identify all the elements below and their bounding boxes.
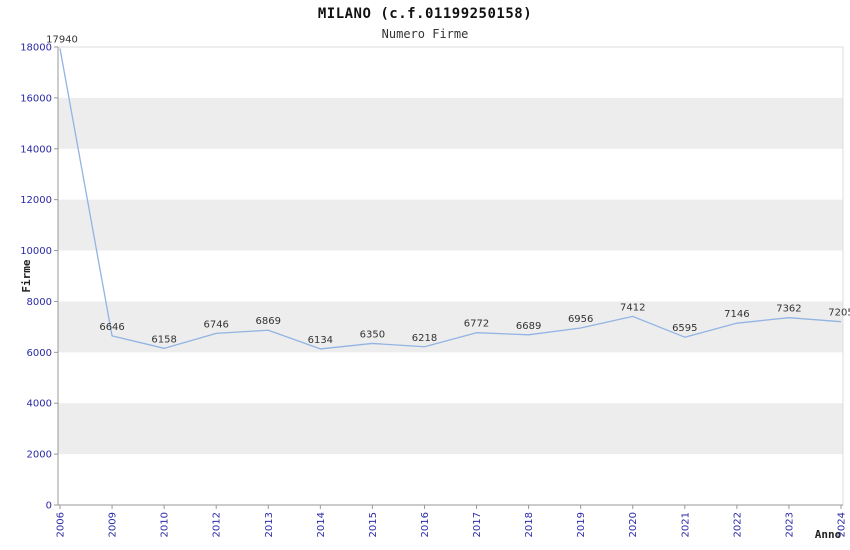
- data-label: 6134: [308, 335, 333, 346]
- x-tick-label: 2022: [732, 512, 743, 537]
- y-tick-label: 10000: [20, 246, 52, 257]
- chart-title: MILANO (c.f.01199250158): [317, 6, 533, 22]
- y-tick-label: 16000: [20, 93, 52, 104]
- data-label: 6689: [516, 321, 541, 332]
- data-label: 6772: [464, 319, 489, 330]
- data-label: 17940: [46, 35, 78, 46]
- x-tick-label: 2024: [837, 512, 848, 537]
- x-tick-label: 2023: [784, 512, 795, 537]
- x-tick-label: 2014: [316, 512, 327, 537]
- x-tick-label: 2012: [212, 512, 223, 537]
- y-tick-label: 4000: [27, 399, 52, 410]
- x-tick-label: 2015: [368, 512, 379, 537]
- y-tick-label: 2000: [27, 450, 52, 461]
- x-tick-label: 2020: [628, 512, 639, 537]
- y-tick-label: 8000: [27, 297, 52, 308]
- y-axis-title: Firme: [20, 259, 33, 292]
- grid-band: [58, 97, 843, 149]
- x-tick-label: 2019: [576, 512, 587, 537]
- data-label: 6158: [151, 334, 176, 345]
- y-tick-label: 12000: [20, 195, 52, 206]
- x-tick-label: 2016: [420, 512, 431, 537]
- data-label: 7362: [776, 304, 801, 315]
- x-tick-label: 2009: [108, 512, 119, 537]
- grid-band: [58, 403, 843, 455]
- data-label: 7205: [828, 308, 850, 319]
- chart-subtitle: Numero Firme: [381, 27, 469, 41]
- data-label: 7146: [724, 309, 749, 320]
- data-label: 6646: [99, 322, 124, 333]
- data-label: 7412: [620, 302, 645, 313]
- x-axis-title: Anno: [815, 528, 842, 541]
- y-tick-label: 0: [46, 501, 52, 512]
- series-line: [59, 48, 842, 350]
- data-label: 6595: [672, 323, 697, 334]
- y-tick-label: 18000: [20, 43, 52, 54]
- data-label: 6350: [360, 329, 385, 340]
- grid-band: [58, 199, 843, 251]
- x-tick-label: 2013: [264, 512, 275, 537]
- x-tick-label: 2010: [160, 512, 171, 537]
- data-label: 6956: [568, 314, 593, 325]
- x-tick-label: 2017: [472, 512, 483, 537]
- data-label: 6869: [256, 316, 281, 327]
- data-label: 6746: [203, 319, 228, 330]
- grid-band: [58, 301, 843, 353]
- x-tick-label: 2006: [56, 512, 67, 537]
- y-tick-label: 14000: [20, 144, 52, 155]
- x-tick-label: 2021: [680, 512, 691, 537]
- x-tick-label: 2018: [524, 512, 535, 537]
- data-label: 6218: [412, 333, 437, 344]
- y-tick-label: 6000: [27, 348, 52, 359]
